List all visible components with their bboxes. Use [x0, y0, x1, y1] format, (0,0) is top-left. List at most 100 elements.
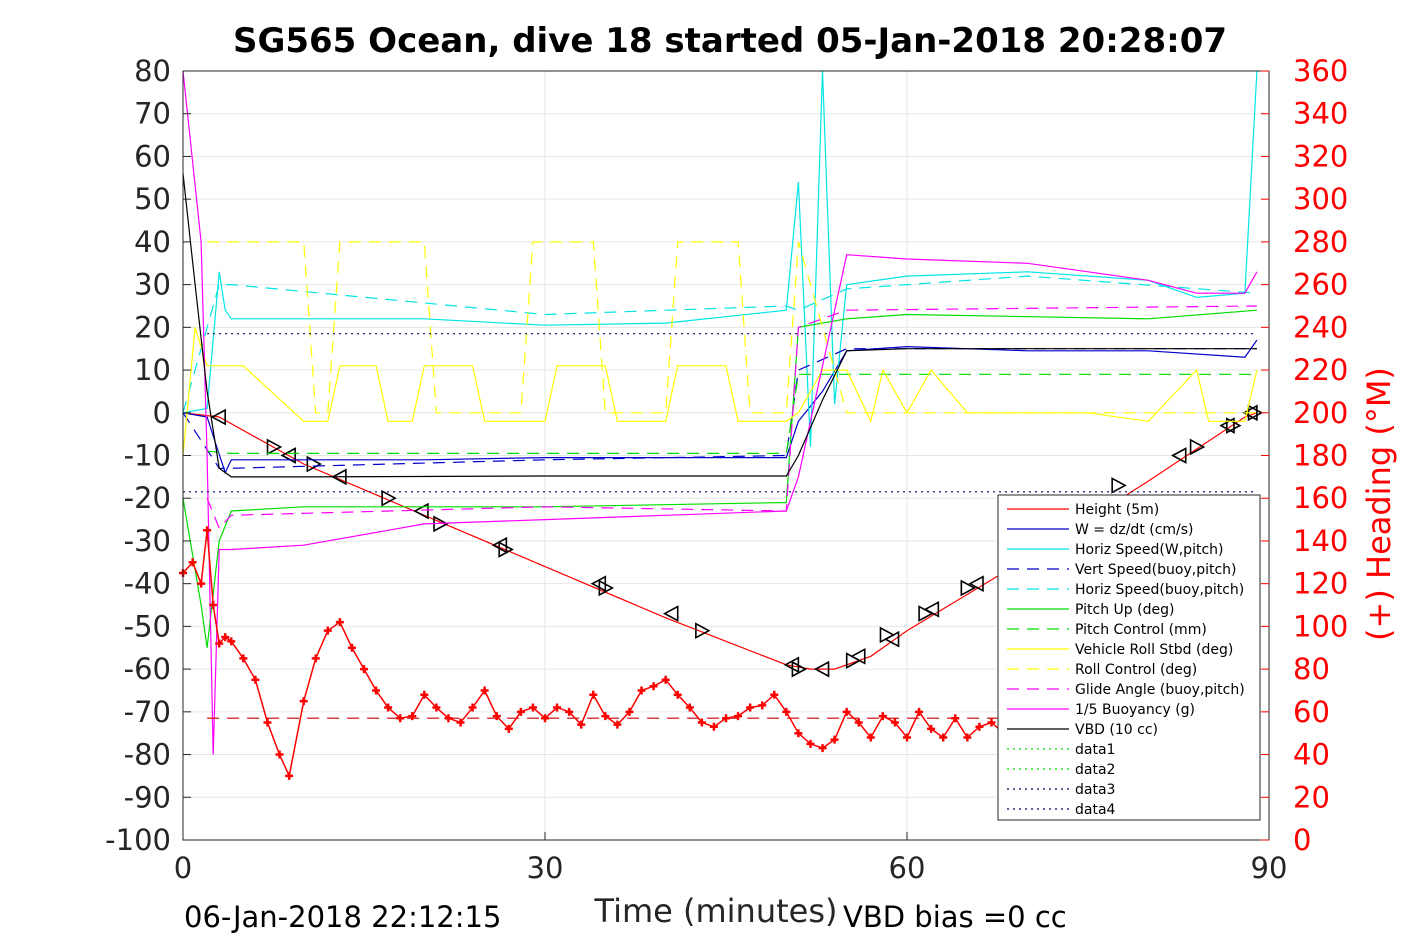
series-8	[182, 327, 1258, 456]
legend-label: data4	[1075, 802, 1116, 818]
heading-point	[939, 733, 948, 742]
heading-point	[577, 720, 586, 729]
heading-point	[285, 771, 294, 780]
heading-point	[384, 703, 393, 712]
y-left-tick-label: 70	[134, 97, 171, 131]
x-tick-label: 90	[1251, 851, 1288, 885]
legend-entry: Pitch Control (mm)	[1007, 622, 1207, 638]
y-right-tick-label: 60	[1293, 695, 1330, 729]
height-marker	[280, 447, 296, 464]
series-line	[207, 241, 1257, 414]
y-right-tick-label: 0	[1293, 823, 1311, 857]
legend-entry: data4	[1007, 802, 1116, 818]
y-right-tick-label: 120	[1293, 567, 1348, 601]
height-marker	[498, 541, 514, 558]
heading-point	[215, 639, 224, 648]
legend-entry: data2	[1007, 762, 1115, 778]
height-marker	[210, 408, 226, 426]
series-line	[182, 70, 1258, 755]
heading-point	[420, 690, 429, 699]
heading-point	[927, 724, 936, 733]
heading-point	[528, 703, 537, 712]
legend-label: Height (5m)	[1075, 502, 1159, 518]
legend-label: data2	[1075, 762, 1115, 778]
legend-label: VBD (10 cc)	[1075, 722, 1158, 738]
heading-point	[903, 733, 911, 742]
legend-entry: Roll Control (deg)	[1007, 662, 1197, 678]
heading-point	[734, 712, 743, 721]
heading-point	[625, 707, 634, 716]
heading-point	[661, 675, 670, 684]
legend-label: Roll Control (deg)	[1075, 662, 1197, 678]
heading-point	[806, 739, 815, 748]
heading-point	[480, 686, 489, 695]
heading-point	[553, 703, 562, 712]
footer-timestamp: 06-Jan-2018 22:12:15	[184, 900, 501, 934]
x-tick-label: 30	[527, 851, 564, 885]
legend-label: Horiz Speed(W,pitch)	[1075, 542, 1223, 558]
height-marker	[883, 630, 900, 648]
y-left-tick-label: 40	[134, 225, 171, 259]
heading-point	[830, 735, 839, 744]
y-right-tick-label: 160	[1293, 481, 1348, 515]
legend-entry: Horiz Speed(buoy,pitch)	[1007, 582, 1244, 598]
height-marker	[813, 660, 830, 678]
y-right-tick-label: 100	[1293, 609, 1348, 643]
y-right-tick-label: 320	[1293, 139, 1348, 173]
heading-point	[915, 707, 924, 716]
y-right-tick-label: 200	[1293, 396, 1348, 430]
y-left-tick-label: -100	[105, 823, 171, 857]
legend-label: Vert Speed(buoy,pitch)	[1075, 562, 1237, 578]
y-left-tick-label: -20	[124, 481, 171, 515]
heading-point	[347, 643, 356, 652]
heading-point	[709, 722, 718, 731]
y-left-tick-label: -70	[124, 695, 171, 729]
x-axis-label: Time (minutes)	[594, 892, 838, 930]
height-marker	[850, 647, 866, 665]
legend-label: W = dz/dt (cm/s)	[1075, 522, 1194, 538]
y-right-tick-label: 340	[1293, 97, 1348, 131]
heading-point	[516, 707, 525, 716]
heading-point	[866, 733, 875, 742]
y-left-tick-label: 20	[134, 310, 171, 344]
y-right-tick-label: 40	[1293, 738, 1330, 772]
height-marker	[923, 600, 940, 618]
heading-point	[468, 703, 477, 712]
height-marker	[598, 579, 615, 597]
legend-entry: Glide Angle (buoy,pitch)	[1007, 682, 1245, 698]
height-marker	[663, 605, 679, 622]
footer-vbd-bias: VBD bias =0 cc	[843, 900, 1067, 934]
height-marker	[306, 455, 323, 473]
y-right-tick-label: 140	[1293, 524, 1348, 558]
heading-point	[396, 714, 405, 723]
heading-point	[854, 718, 863, 727]
heading-point	[541, 714, 549, 723]
height-marker	[791, 660, 808, 678]
heading-point	[275, 750, 284, 759]
series-11	[182, 70, 1258, 755]
heading-point	[360, 665, 368, 674]
legend: Height (5m) W = dz/dt (cm/s) Horiz Speed(W…	[997, 494, 1261, 821]
heading-point	[492, 712, 501, 721]
heading-point	[565, 707, 574, 716]
legend-entry: Height (5m)	[1007, 502, 1159, 518]
series-3	[182, 70, 1258, 448]
height-marker	[968, 575, 984, 593]
y-left-tick-label: -60	[124, 652, 171, 686]
series-line	[182, 173, 1257, 478]
series-9	[207, 241, 1257, 414]
legend-items: Height (5m) W = dz/dt (cm/s) Horiz Speed(W…	[1007, 502, 1245, 818]
y-left-tick-label: -40	[124, 567, 171, 601]
y-left-tick-label: 60	[134, 139, 171, 173]
legend-entry: data1	[1007, 742, 1115, 758]
height-marker	[266, 438, 283, 456]
height-marker	[1189, 438, 1206, 456]
heading-point	[323, 626, 332, 635]
legend-label: data3	[1075, 782, 1115, 798]
y-left-tick-label: -50	[124, 609, 171, 643]
heading-point	[263, 718, 272, 727]
y-left-tick-label: -30	[124, 524, 171, 558]
x-axis: 0 30 60 90	[174, 832, 1288, 885]
legend-label: Vehicle Roll Stbd (deg)	[1075, 642, 1233, 658]
